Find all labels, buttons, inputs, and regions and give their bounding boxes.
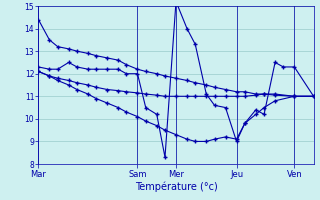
X-axis label: Température (°c): Température (°c) [135, 181, 217, 192]
